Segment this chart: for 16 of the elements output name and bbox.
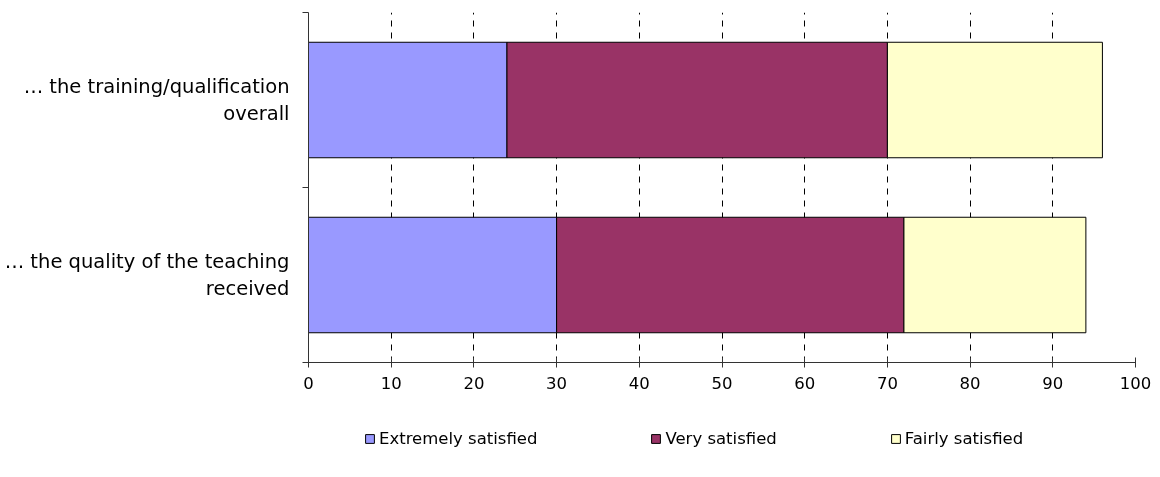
x-tick-label: 90 <box>1042 373 1064 393</box>
x-tick-label: 20 <box>463 373 485 393</box>
x-tick-label: 100 <box>1119 373 1152 393</box>
x-tick-label: 0 <box>303 373 314 393</box>
legend-label: Extremely satisfied <box>379 429 538 448</box>
x-tick-label: 50 <box>711 373 733 393</box>
legend-label: Very satisfied <box>665 429 777 448</box>
x-tick-label: 70 <box>876 373 898 393</box>
y-tick-label: … the training/qualification overall <box>23 74 290 126</box>
x-tick-label: 60 <box>794 373 816 393</box>
x-tick-label: 40 <box>628 373 650 393</box>
x-tick-label: 10 <box>380 373 402 393</box>
x-tick-label: 30 <box>546 373 568 393</box>
x-tick-label: 80 <box>959 373 981 393</box>
y-tick-label: … the quality of the teaching received <box>4 249 290 301</box>
legend-label: Fairly satisfied <box>904 429 1024 448</box>
